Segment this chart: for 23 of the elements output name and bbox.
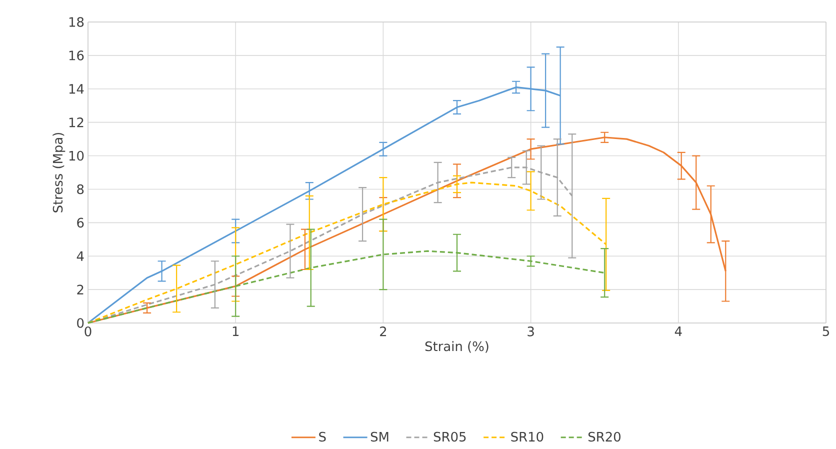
x-tick-label: 5 xyxy=(822,326,829,336)
y-tick-label: 18 xyxy=(69,17,84,27)
y-tick-label: 16 xyxy=(69,50,84,60)
y-axis-title: Stress (Mpa) xyxy=(52,132,66,212)
x-tick-label: 4 xyxy=(674,326,682,336)
x-tick-label: 0 xyxy=(84,326,92,336)
y-tick-label: 4 xyxy=(76,251,84,261)
legend-label: SM xyxy=(370,432,388,442)
y-tick-label: 10 xyxy=(69,150,84,161)
legend-label: SR20 xyxy=(588,432,620,442)
y-tick-label: 0 xyxy=(77,318,84,328)
x-tick-label: 1 xyxy=(232,326,239,336)
y-tick-label: 6 xyxy=(77,218,84,228)
legend-label: SR05 xyxy=(434,432,466,442)
y-tick-label: 8 xyxy=(77,184,84,194)
x-axis-title: Strain (%) xyxy=(425,341,488,353)
y-tick-label: 14 xyxy=(69,84,84,94)
legend-label: SR10 xyxy=(511,432,544,442)
legend-label: S xyxy=(319,432,326,442)
x-tick-label: 2 xyxy=(380,326,386,336)
x-tick-label: 3 xyxy=(528,326,534,336)
y-tick-label: 12 xyxy=(69,118,84,128)
y-tick-label: 2 xyxy=(77,284,84,294)
